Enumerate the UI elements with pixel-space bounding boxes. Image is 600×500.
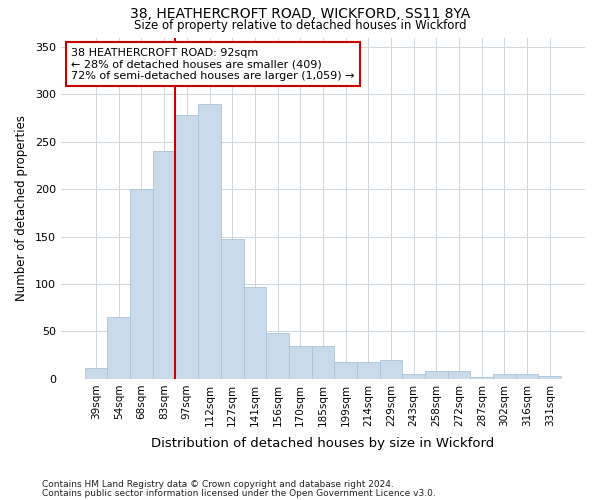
Bar	[403, 374, 425, 379]
Text: 38, HEATHERCROFT ROAD, WICKFORD, SS11 8YA: 38, HEATHERCROFT ROAD, WICKFORD, SS11 8Y…	[130, 8, 470, 22]
Bar	[130, 189, 153, 379]
Bar	[221, 238, 244, 379]
Text: Contains public sector information licensed under the Open Government Licence v3: Contains public sector information licen…	[42, 488, 436, 498]
Bar	[311, 346, 334, 379]
Bar	[380, 360, 403, 379]
Bar	[198, 104, 221, 379]
Bar	[175, 116, 198, 379]
Bar	[289, 346, 311, 379]
Bar	[448, 372, 470, 379]
Bar	[493, 374, 516, 379]
Y-axis label: Number of detached properties: Number of detached properties	[15, 115, 28, 301]
X-axis label: Distribution of detached houses by size in Wickford: Distribution of detached houses by size …	[151, 437, 494, 450]
Bar	[85, 368, 107, 379]
Bar	[266, 334, 289, 379]
Bar	[470, 377, 493, 379]
Bar	[538, 376, 561, 379]
Bar	[153, 152, 175, 379]
Bar	[334, 362, 357, 379]
Bar	[357, 362, 380, 379]
Text: Size of property relative to detached houses in Wickford: Size of property relative to detached ho…	[134, 18, 466, 32]
Text: Contains HM Land Registry data © Crown copyright and database right 2024.: Contains HM Land Registry data © Crown c…	[42, 480, 394, 489]
Bar	[107, 318, 130, 379]
Bar	[425, 372, 448, 379]
Text: 38 HEATHERCROFT ROAD: 92sqm
← 28% of detached houses are smaller (409)
72% of se: 38 HEATHERCROFT ROAD: 92sqm ← 28% of det…	[71, 48, 355, 81]
Bar	[244, 287, 266, 379]
Bar	[516, 374, 538, 379]
